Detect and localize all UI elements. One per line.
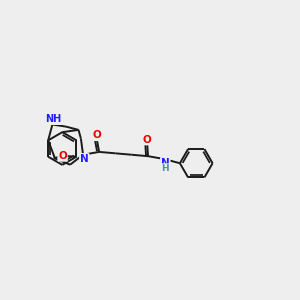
Text: H: H bbox=[161, 164, 169, 173]
Text: N: N bbox=[80, 154, 88, 164]
Text: O: O bbox=[58, 151, 67, 161]
Text: O: O bbox=[143, 134, 152, 145]
Text: O: O bbox=[92, 130, 101, 140]
Text: NH: NH bbox=[45, 114, 61, 124]
Text: N: N bbox=[161, 158, 170, 168]
